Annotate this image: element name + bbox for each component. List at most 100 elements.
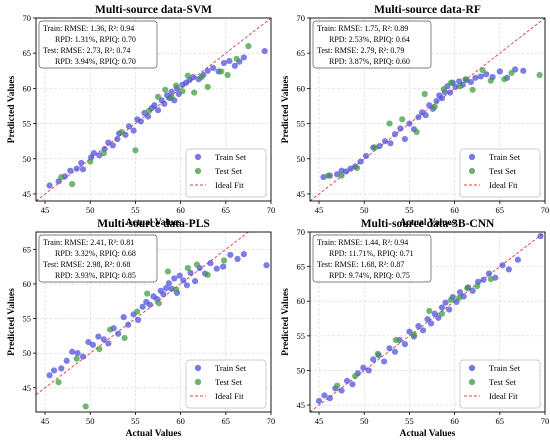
train-point [520,67,527,74]
train-point [50,367,58,374]
x-tick-label: 60 [176,416,185,426]
y-tick-label: 45 [23,383,32,393]
train-point [406,120,413,127]
legend-test-marker [468,167,476,175]
train-point [401,135,409,143]
test-point [438,310,446,317]
legend-label: Train Set [489,363,521,373]
train-point [467,78,474,86]
metrics-line: RPD: 9.74%, RPIQ: 0.75 [329,271,410,280]
x-tick-label: 60 [176,205,185,215]
train-point [338,387,345,394]
test-point [118,128,125,136]
train-point [387,140,394,147]
train-point [46,182,53,189]
test-point [162,86,169,93]
train-point [428,320,435,327]
train-point [435,314,442,321]
test-point [154,93,162,100]
test-point [198,74,205,81]
metrics-line: RPD: 3.87%, RPIQ: 0.60 [329,57,410,66]
y-tick-label: 50 [297,365,306,375]
test-point [462,76,469,83]
train-point [190,74,197,81]
x-tick-label: 55 [131,416,140,426]
legend-test-marker [194,167,202,175]
x-tick-label: 70 [267,205,276,215]
y-tick-label: 70 [23,13,32,23]
train-point [191,278,199,285]
test-point [338,172,345,179]
legend-label: Test Set [489,377,517,387]
metrics-line: Train: RMSE: 1.75, R²: 0.89 [317,24,408,33]
train-point [79,353,87,360]
panel-4: 45 50 55 60 65 70 45 50 55 60 65 70 Multi-source dat… [281,218,549,439]
train-point [343,168,350,175]
x-tick-label: 45 [41,416,50,426]
train-point [163,284,170,292]
train-point [381,138,389,145]
plot-frame [309,17,546,202]
test-point [334,382,341,389]
test-point [87,158,94,165]
train-point [480,276,487,283]
legend-label: Ideal Fit [489,180,518,190]
test-point [392,336,399,344]
metrics-box [38,20,158,69]
metrics-line: Test: RMSE: 2.98, R²: 0.68 [43,260,130,269]
train-point [219,263,227,270]
test-point [96,345,103,353]
train-point [496,68,503,75]
ideal-fit-line [35,231,249,396]
train-point [240,251,247,258]
train-point [370,356,377,363]
metrics-line: Test: RMSE: 2.79, R²: 0.79 [317,46,404,55]
test-point [55,379,62,386]
y-tick-label: 60 [23,83,32,93]
train-point [213,265,220,272]
train-point [261,47,268,55]
test-point [324,172,332,179]
train-point [120,314,127,321]
test-point [179,88,186,95]
train-point [85,338,92,346]
train-point [187,269,194,276]
legend-train-marker [468,153,476,161]
x-tick-label: 60 [450,205,459,215]
train-point [105,139,112,146]
train-point [477,73,484,80]
train-point [360,364,367,371]
train-point [115,330,122,337]
metrics-box [38,234,158,283]
metrics-box [312,20,432,69]
train-point [343,377,351,384]
y-tick-label: 50 [23,348,32,358]
train-point [154,107,162,114]
train-point [357,158,364,165]
x-tick-label: 60 [450,416,459,426]
panel-title: Multi-source data-3B-CNN [361,218,495,230]
train-point [391,348,399,355]
train-point [95,333,102,340]
test-point [456,294,463,301]
metrics-line: Train: RMSE: 2.41, R²: 0.81 [43,238,134,247]
x-tick-label: 70 [541,205,550,215]
test-point [386,120,393,127]
x-tick-label: 50 [360,205,369,215]
y-tick-label: 60 [23,279,32,289]
train-point [231,62,238,69]
legend-label: Ideal Fit [215,391,244,401]
test-point [204,271,211,279]
train-point [78,159,85,167]
x-tick-label: 65 [496,416,505,426]
test-point [501,76,508,83]
x-tick-label: 50 [86,416,95,426]
y-axis-label: Predicted Values [281,75,291,143]
train-point [58,365,65,372]
train-point [431,310,438,317]
metrics-line: RPD: 2.53%, RPIQ: 0.64 [329,35,410,44]
train-point [415,323,422,330]
train-point [125,321,132,328]
metrics-line: Train: RMSE: 1.36, R²: 0.94 [43,24,134,33]
test-point [218,68,225,75]
